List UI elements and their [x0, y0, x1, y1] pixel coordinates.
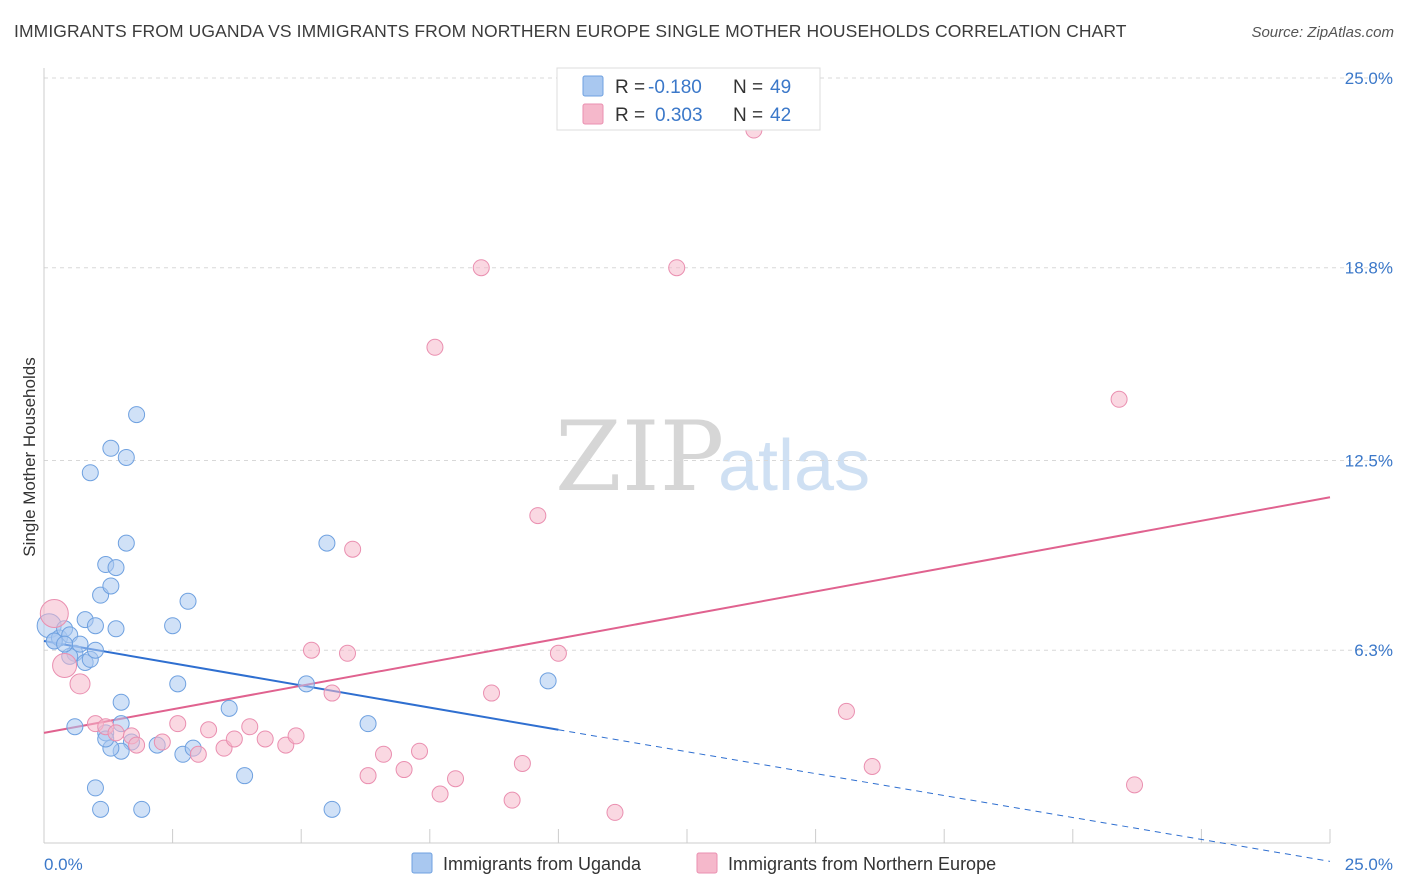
uganda-point: [107, 559, 125, 577]
bottom-legend-label-uganda: Immigrants from Uganda: [443, 854, 642, 874]
uganda-point: [86, 779, 104, 797]
uganda-point: [92, 800, 110, 818]
legend-n-label-1: N =: [733, 77, 763, 98]
northern-europe-point: [606, 803, 624, 821]
uganda-point: [236, 767, 254, 785]
uganda-point: [169, 675, 187, 693]
legend-r-value-1: -0.180: [648, 77, 702, 98]
uganda-point: [539, 672, 557, 690]
uganda-point: [318, 534, 336, 552]
axes: [43, 68, 1331, 844]
northern-europe-trend-line: [43, 496, 1331, 734]
bottom-legend-swatch-uganda: [411, 852, 433, 874]
bottom-legend-label-northern-europe: Immigrants from Northern Europe: [728, 854, 996, 874]
northern-europe-point: [395, 761, 413, 779]
northern-europe-point: [431, 785, 449, 803]
uganda-trend-line-extrapolated: [558, 729, 1331, 862]
legend-r-label-2: R =: [615, 105, 645, 126]
northern-europe-point: [668, 259, 686, 277]
source-credit: Source: ZipAtlas.com: [1251, 24, 1394, 41]
x-tick-label: 0.0%: [44, 855, 83, 874]
northern-europe-point: [225, 730, 243, 748]
northern-europe-point: [256, 730, 274, 748]
northern-europe-point: [344, 540, 362, 558]
legend-n-value-2: 42: [770, 105, 791, 126]
y-axis-title: Single Mother Households: [20, 357, 39, 556]
uganda-point: [112, 693, 130, 711]
northern-europe-point: [837, 702, 855, 720]
northern-europe-point: [1110, 390, 1128, 408]
watermark-atlas: atlas: [718, 426, 870, 506]
y-tick-label: 18.8%: [1345, 259, 1393, 278]
y-tick-label: 12.5%: [1345, 452, 1393, 471]
bottom-legend-swatch-northern-europe: [696, 852, 718, 874]
legend-r-value-2: 0.303: [655, 105, 703, 126]
northern-europe-point: [189, 745, 207, 763]
uganda-point: [102, 439, 120, 457]
uganda-point: [359, 715, 377, 733]
tick-labels: 6.3% 12.5% 18.8% 25.0% 0.0% 25.0%: [44, 69, 1393, 874]
chart-title: IMMIGRANTS FROM UGANDA VS IMMIGRANTS FRO…: [14, 21, 1127, 41]
northern-europe-point: [241, 718, 259, 736]
northern-europe-point: [359, 767, 377, 785]
northern-europe-point: [287, 727, 305, 745]
northern-europe-point: [153, 733, 171, 751]
northern-europe-point: [200, 721, 218, 739]
uganda-point: [86, 641, 104, 659]
northern-europe-point: [338, 644, 356, 662]
legend-swatch-northern-europe: [582, 103, 604, 125]
uganda-point: [117, 448, 135, 466]
uganda-point: [86, 617, 104, 635]
northern-europe-point: [375, 745, 393, 763]
uganda-point: [220, 699, 238, 717]
northern-europe-point: [472, 259, 490, 277]
northern-europe-point: [69, 673, 91, 695]
y-tick-label: 25.0%: [1345, 69, 1393, 88]
correlation-legend: R = -0.180 N = 49 R = 0.303 N = 42: [556, 67, 821, 131]
uganda-point: [81, 464, 99, 482]
trend-lines: [43, 496, 1331, 862]
northern-europe-point: [503, 791, 521, 809]
watermark-zip: ZIP: [555, 401, 724, 513]
northern-europe-point: [863, 758, 881, 775]
legend-n-value-1: 49: [770, 77, 791, 98]
northern-europe-point: [39, 599, 69, 628]
uganda-point: [107, 620, 125, 638]
northern-europe-point: [323, 684, 341, 702]
northern-europe-point: [426, 338, 444, 356]
uganda-point: [323, 800, 341, 818]
northern-europe-point: [128, 736, 146, 754]
uganda-point: [297, 675, 315, 693]
x-tick-label: 25.0%: [1345, 855, 1393, 874]
legend-n-label-2: N =: [733, 105, 763, 126]
series-legend: Immigrants from Uganda Immigrants from N…: [411, 852, 996, 874]
uganda-point: [66, 718, 84, 736]
northern-europe-point: [302, 641, 320, 659]
northern-europe-point: [529, 507, 547, 525]
data-points: [36, 121, 1144, 821]
uganda-point: [179, 592, 197, 610]
uganda-point: [117, 534, 135, 552]
northern-europe-point: [411, 742, 429, 760]
legend-swatch-uganda: [582, 75, 604, 97]
northern-europe-point: [447, 770, 465, 788]
northern-europe-point: [169, 715, 187, 733]
northern-europe-point: [52, 653, 78, 679]
northern-europe-point: [483, 684, 501, 702]
northern-europe-point: [513, 754, 531, 772]
y-tick-label: 6.3%: [1354, 641, 1393, 660]
legend-r-label-1: R =: [615, 77, 645, 98]
northern-europe-point: [549, 644, 567, 662]
northern-europe-point: [1126, 776, 1144, 794]
uganda-point: [56, 635, 74, 653]
gridlines: [44, 77, 1395, 651]
uganda-point: [128, 406, 146, 424]
uganda-point: [164, 617, 182, 635]
uganda-point: [102, 577, 120, 595]
uganda-point: [133, 800, 151, 818]
northern-europe-point: [107, 724, 125, 742]
